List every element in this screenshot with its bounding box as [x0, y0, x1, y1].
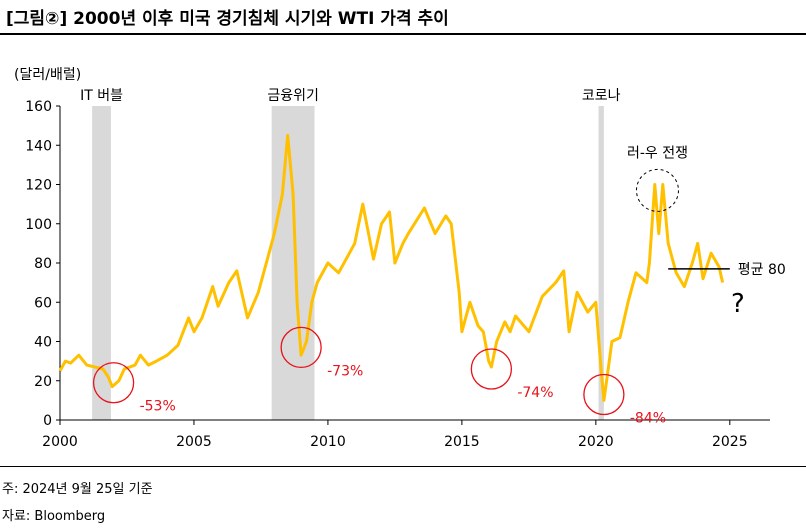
- question-mark: ?: [731, 289, 745, 319]
- y-tick-label: 60: [34, 295, 52, 311]
- y-axis-label: (달러/배럴): [14, 67, 81, 83]
- wti-series-line: [58, 133, 725, 402]
- average-label: 평균 80: [738, 262, 786, 278]
- page-title: [그림②] 2000년 이후 미국 경기침체 시기와 WTI 가격 추이: [6, 9, 449, 29]
- decline-label: -53%: [140, 399, 176, 415]
- x-tick-label: 2000: [42, 434, 78, 450]
- x-tick-label: 2015: [444, 434, 480, 450]
- trough-circle: [280, 326, 322, 369]
- decline-label: -84%: [630, 410, 666, 426]
- y-tick-label: 100: [25, 217, 52, 233]
- y-tick-label: 80: [34, 256, 52, 272]
- shaded-period-2: [598, 106, 604, 420]
- y-tick-label: 120: [25, 178, 52, 194]
- x-tick-label: 2020: [578, 434, 614, 450]
- x-tick-label: 2010: [310, 434, 346, 450]
- war-peak-circle: [635, 168, 679, 212]
- title-rule: [0, 33, 806, 35]
- trough-circle: [470, 348, 513, 390]
- shaded-period-label: IT 버블: [80, 88, 123, 104]
- y-tick-label: 40: [34, 335, 52, 351]
- wti-chart: (달러/배럴) 0 20 40 60 80 100 120 140 160 2000 2005 20…: [14, 67, 786, 450]
- trough-circle: [583, 373, 625, 416]
- shaded-period-label: 금융위기: [267, 88, 319, 104]
- x-tick-label: 2005: [176, 434, 212, 450]
- footnote: 주: 2024년 9월 25일 기준: [2, 482, 153, 497]
- war-callout-label: 러-우 전쟁: [627, 145, 688, 161]
- y-tick-label: 140: [25, 138, 52, 154]
- y-tick-label: 0: [43, 413, 52, 429]
- shaded-period-0: [92, 106, 111, 420]
- decline-label: -73%: [327, 363, 363, 379]
- y-tick-label: 160: [25, 99, 52, 115]
- trough-circle: [92, 362, 135, 404]
- decline-label: -74%: [517, 385, 553, 401]
- y-tick-label: 20: [34, 374, 52, 390]
- source-note: 자료: Bloomberg: [2, 509, 106, 524]
- x-tick-label: 2025: [712, 434, 748, 450]
- footer-rule: [0, 466, 806, 467]
- shaded-period-label: 코로나: [582, 88, 621, 104]
- shaded-period-1: [271, 106, 315, 420]
